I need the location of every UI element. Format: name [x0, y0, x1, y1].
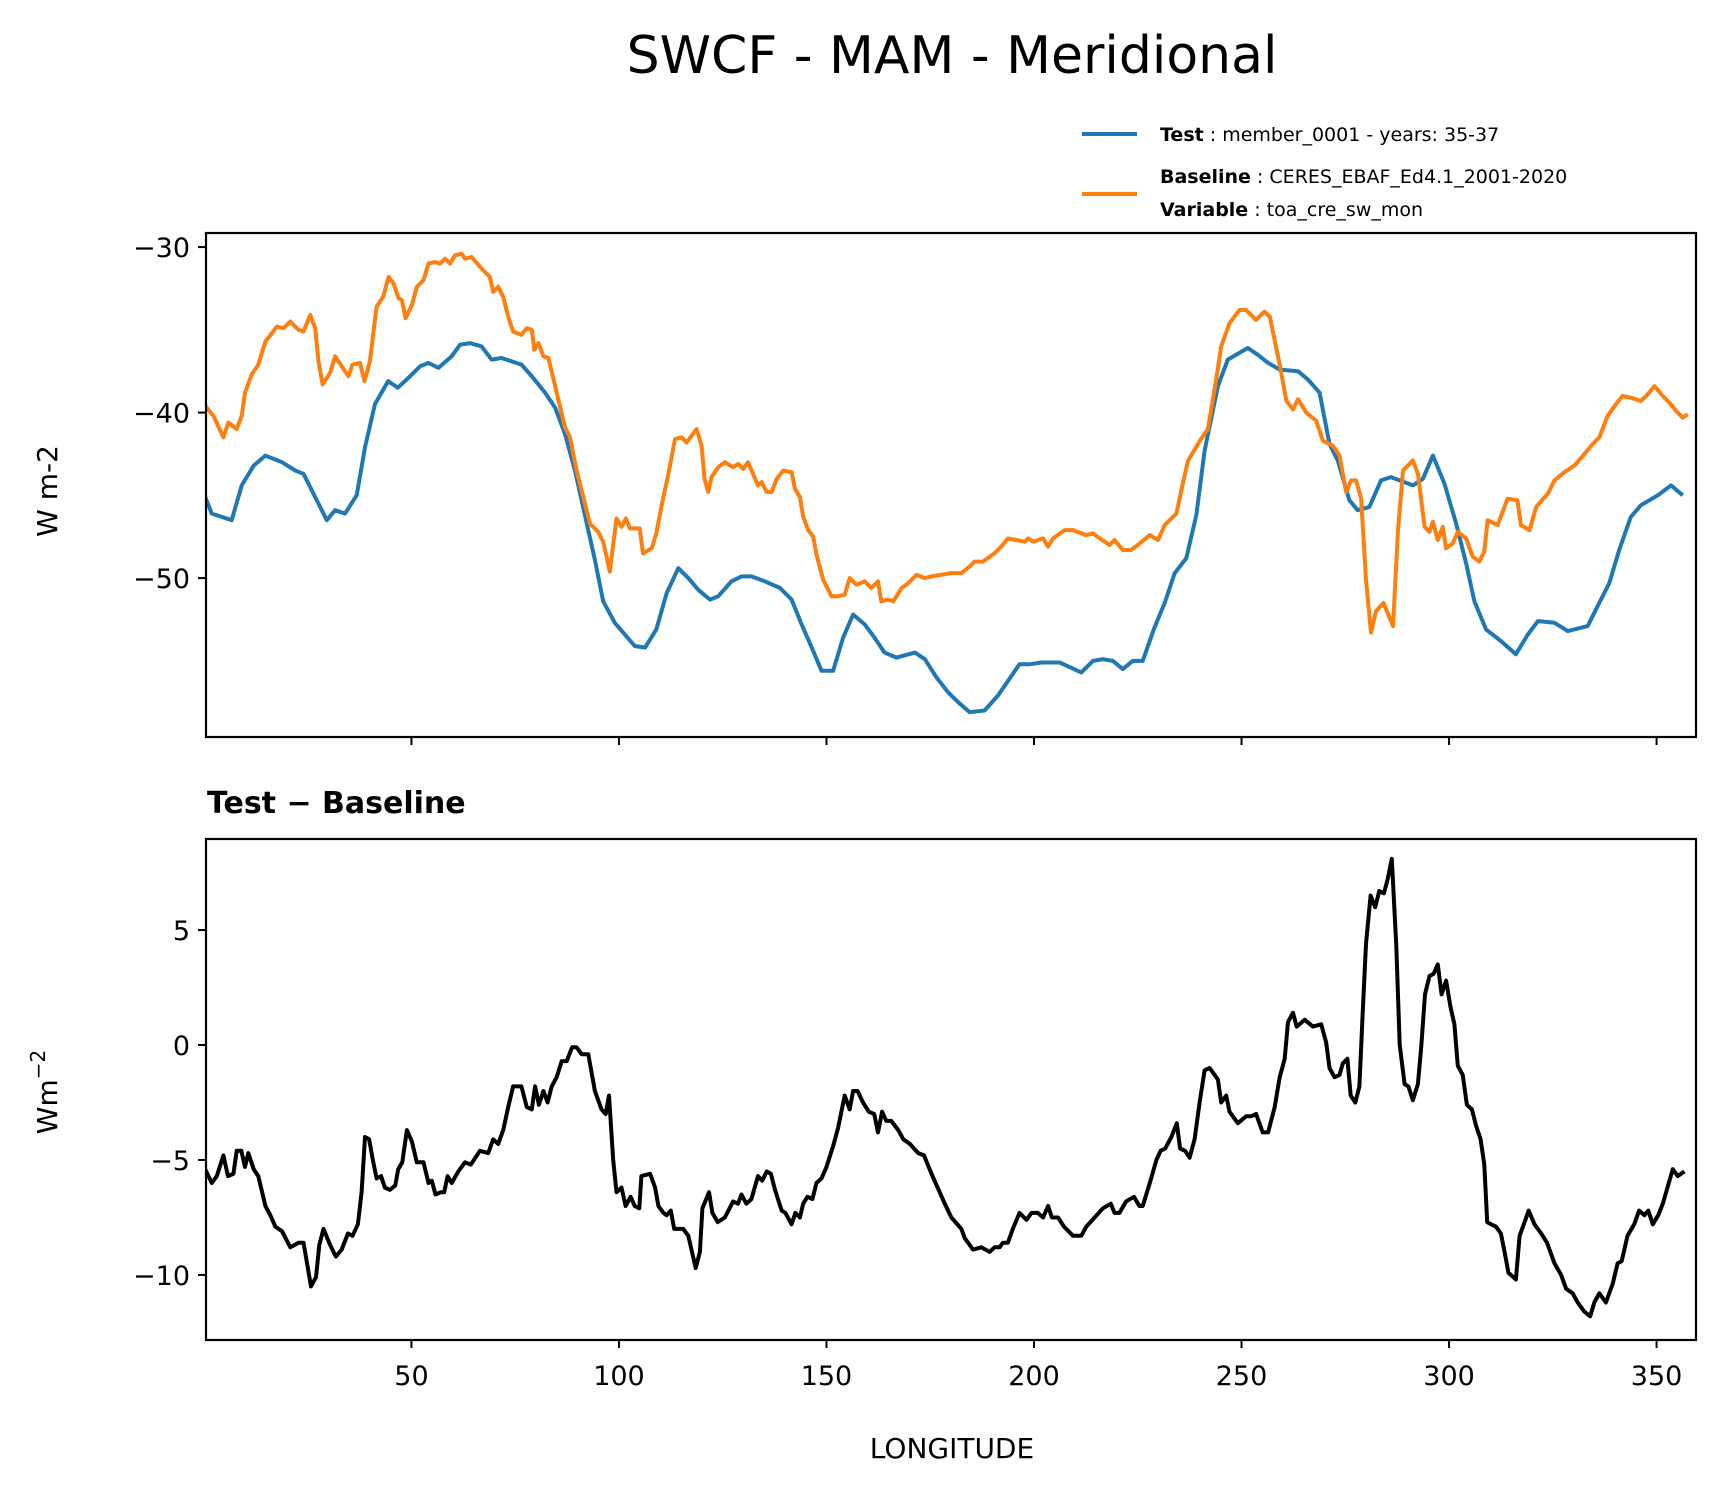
legend: Test : member_0001 - years: 35-37 Baseli…: [1082, 124, 1567, 221]
x-tick-label: 300: [1423, 1361, 1475, 1392]
bottom-y-tick-label: 5: [173, 916, 190, 947]
bottom-y-axis-label: Wm−2: [26, 1050, 64, 1134]
bottom-y-tick-label: −5: [150, 1146, 190, 1177]
top-y-tick-label: −50: [133, 564, 190, 595]
bottom-y-tick-label: −10: [133, 1261, 190, 1292]
bottom-y-label-exponent: −2: [26, 1050, 50, 1079]
x-tick-label: 200: [1008, 1361, 1060, 1392]
x-tick-label: 250: [1216, 1361, 1268, 1392]
legend-test-bold: Test: [1160, 124, 1204, 146]
legend-variable-rest: : toa_cre_sw_mon: [1248, 199, 1423, 221]
legend-baseline-label: Baseline : CERES_EBAF_Ed4.1_2001-2020: [1160, 166, 1567, 188]
x-tick-label: 150: [801, 1361, 853, 1392]
top-axes-frame: [204, 231, 1698, 739]
x-tick-label: 50: [394, 1361, 428, 1392]
bottom-series-test-baseline-line: [206, 856, 1686, 1319]
top-y-tick-label: −40: [133, 399, 190, 430]
x-tick-label: 350: [1631, 1361, 1683, 1392]
top-y-axis-label: W m-2: [31, 445, 64, 537]
legend-test-label: Test : member_0001 - years: 35-37: [1160, 124, 1499, 146]
legend-variable-bold: Variable: [1160, 199, 1248, 221]
bottom-y-tick-label: 0: [173, 1031, 190, 1062]
legend-variable-label: Variable : toa_cre_sw_mon: [1160, 199, 1423, 221]
bottom-y-label-base: Wm: [31, 1079, 64, 1134]
legend-baseline-rest: : CERES_EBAF_Ed4.1_2001-2020: [1251, 166, 1567, 188]
top-series-test-line: [206, 341, 1684, 715]
top-y-tick-label: −30: [133, 233, 190, 264]
top-axes: −30 −40 −50: [133, 231, 1698, 745]
x-axis-label: LONGITUDE: [870, 1432, 1034, 1465]
legend-baseline-bold: Baseline: [1160, 166, 1251, 188]
bottom-panel-title: Test − Baseline: [207, 786, 466, 821]
figure-title: SWCF - MAM - Meridional: [627, 26, 1278, 86]
legend-test-rest: : member_0001 - years: 35-37: [1204, 124, 1499, 146]
bottom-axes-frame: [204, 837, 1698, 1342]
x-tick-label: 100: [593, 1361, 645, 1392]
top-series-baseline-line: [206, 251, 1689, 635]
